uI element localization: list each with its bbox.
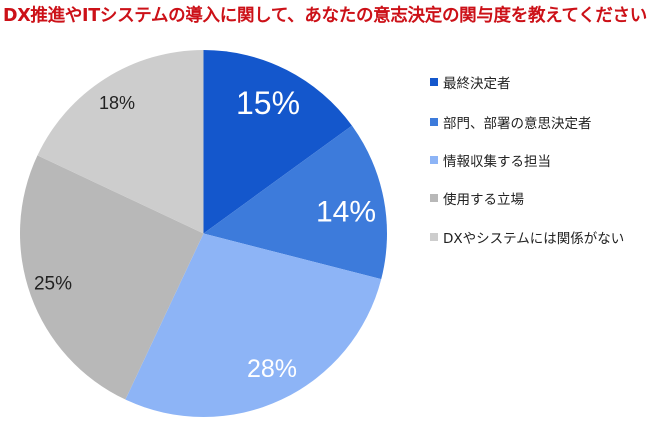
pie-chart: 15% 14% 28% 25% 18%	[19, 50, 387, 417]
slice-user-position	[19, 155, 204, 400]
legend-swatch-icon	[430, 233, 438, 241]
slice-percent-label: 25%	[34, 274, 72, 295]
legend-swatch-icon	[430, 78, 438, 86]
pie-slices	[19, 50, 387, 417]
slice-percent-label: 18%	[99, 93, 135, 113]
legend-item-department-decision-maker: 部門、部署の意思決定者	[430, 113, 592, 132]
slice-not-involved	[37, 50, 204, 234]
legend-swatch-icon	[430, 118, 438, 126]
legend-label: 使用する立場	[443, 192, 524, 208]
legend-label: DXやシステムには関係がない	[443, 231, 625, 247]
slice-department-decision-maker	[203, 125, 387, 280]
legend-label: 部門、部署の意思決定者	[443, 116, 592, 132]
legend-swatch-icon	[430, 156, 438, 164]
slice-percent-label: 15%	[236, 85, 300, 121]
slice-percent-label: 28%	[247, 355, 297, 383]
pie-slice-labels: 15% 14% 28% 25% 18%	[34, 85, 376, 383]
legend-label: 最終決定者	[443, 76, 511, 92]
chart-title: DX推進やITシステムの導入に関して、あなたの意志決定の関与度を教えてください	[3, 6, 647, 26]
legend-item-user-position: 使用する立場	[430, 189, 524, 208]
legend-item-not-involved: DXやシステムには関係がない	[430, 228, 625, 247]
legend-item-final-decision-maker: 最終決定者	[430, 73, 511, 92]
slice-final-decision-maker	[203, 50, 352, 234]
legend-swatch-icon	[430, 194, 438, 202]
legend-item-information-gatherer: 情報収集する担当	[430, 151, 551, 170]
legend-label: 情報収集する担当	[443, 154, 551, 170]
slice-information-gatherer	[125, 233, 382, 417]
slice-percent-label: 14%	[316, 196, 376, 229]
